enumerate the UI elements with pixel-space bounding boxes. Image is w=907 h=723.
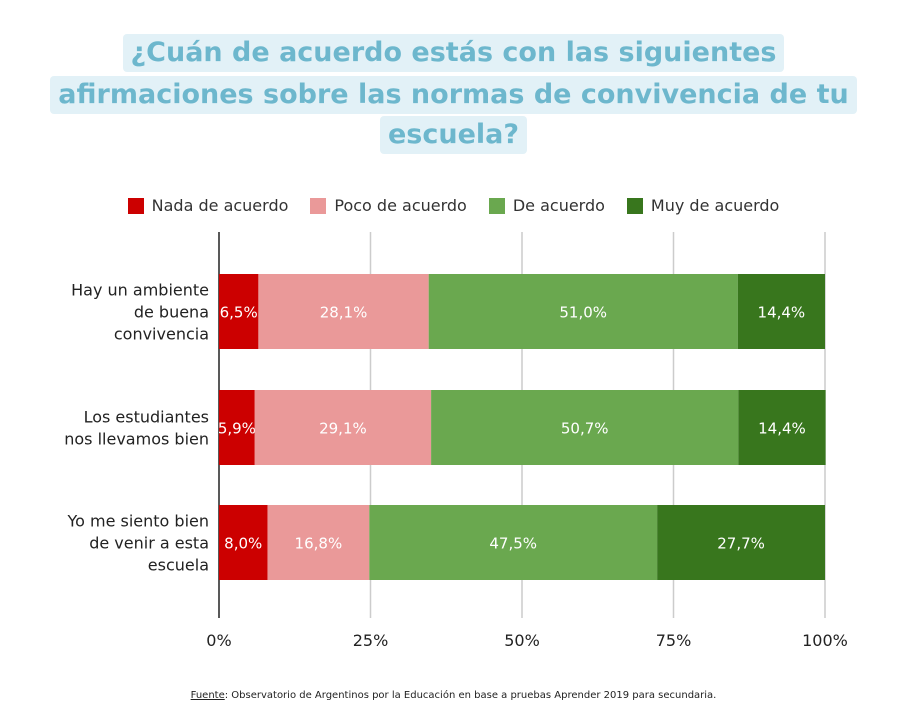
title-line-2: afirmaciones sobre las normas de convive… [0,76,907,114]
bar-segment [737,274,825,349]
bar-segment [267,505,370,580]
category-label: escuela [148,556,209,575]
bar-segment [431,390,739,465]
data-label: 50,7% [561,420,609,438]
title-line-3: escuela? [0,116,907,154]
category-label: Yo me siento bien [66,512,209,531]
data-label: 14,4% [758,420,806,438]
legend-item: Nada de acuerdo [127,196,289,215]
bar-segment [369,505,658,580]
category-label: nos llevamos bien [64,430,209,449]
data-label: 47,5% [489,535,537,553]
data-label: 29,1% [319,420,367,438]
data-label: 5,9% [218,420,256,438]
category-label: Los estudiantes [84,408,209,427]
legend-item: De acuerdo [488,196,605,215]
data-label: 16,8% [295,535,343,553]
legend-item: Poco de acuerdo [310,196,467,215]
legend: Nada de acuerdo Poco de acuerdo De acuerdo… [0,196,907,215]
legend-swatch [626,197,643,214]
bar-segment [258,274,429,349]
legend-swatch [488,197,505,214]
title-text-3: escuela? [379,116,528,154]
title-text-1: ¿Cuán de acuerdo estás con las siguiente… [122,34,785,72]
title-text-2: afirmaciones sobre las normas de convive… [50,76,857,114]
category-label: convivencia [114,325,209,344]
bar-segment [428,274,738,349]
legend-label: Nada de acuerdo [151,196,289,215]
bar-segment [254,390,432,465]
category-label: de venir a esta [89,534,209,553]
bar-segment [738,390,826,465]
legend-item: Muy de acuerdo [626,196,780,215]
data-label: 14,4% [758,304,806,322]
x-tick-label: 100% [802,631,848,650]
bar-segment [219,505,268,580]
legend-swatch [310,197,327,214]
source-note: Fuente: Observatorio de Argentinos por l… [0,690,907,701]
data-label: 27,7% [717,535,765,553]
bar-segment [219,274,259,349]
legend-label: Muy de acuerdo [650,196,780,215]
category-label: de buena [134,303,209,322]
legend-swatch [127,197,144,214]
x-tick-label: 50% [504,631,540,650]
data-label: 8,0% [224,535,262,553]
x-tick-label: 0% [206,631,231,650]
data-label: 51,0% [559,304,607,322]
legend-label: De acuerdo [512,196,605,215]
bar-segment [219,390,255,465]
x-tick-label: 25% [353,631,389,650]
source-text: : Observatorio de Argentinos por la Educ… [224,690,717,701]
category-label: Hay un ambiente [71,281,209,300]
source-label: Fuente [190,690,225,701]
data-label: 6,5% [220,304,258,322]
legend-label: Poco de acuerdo [334,196,467,215]
bar-segment [657,505,825,580]
title-line-1: ¿Cuán de acuerdo estás con las siguiente… [0,34,907,72]
x-tick-label: 75% [656,631,692,650]
data-label: 28,1% [320,304,368,322]
